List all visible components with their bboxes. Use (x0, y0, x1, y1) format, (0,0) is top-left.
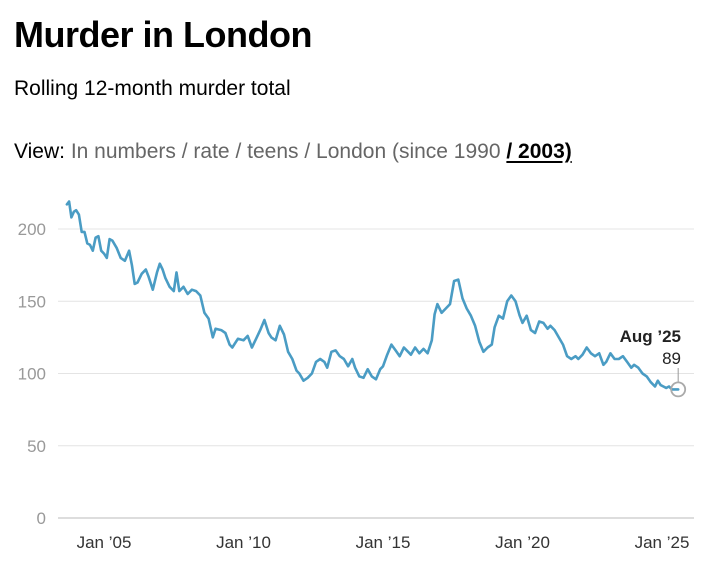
view-option-london[interactable]: London (since 1990 (316, 140, 501, 163)
view-option-rate[interactable]: rate (193, 140, 230, 163)
annotation-value-label: 89 (662, 349, 681, 368)
x-tick-label: Jan ’10 (216, 533, 271, 552)
annotation-point-marker (670, 381, 687, 398)
view-separator: / (304, 140, 311, 163)
series-layer (65, 200, 680, 391)
view-option-numbers[interactable]: In numbers (70, 140, 176, 163)
page-subtitle: Rolling 12-month murder total (14, 77, 291, 100)
view-option-2003-active[interactable]: / 2003) (506, 140, 572, 163)
y-tick-label: 200 (18, 220, 46, 239)
y-tick-label: 150 (18, 292, 46, 311)
y-tick-label: 0 (37, 509, 46, 528)
x-tick-label: Jan ’25 (635, 533, 690, 552)
annotation-date-label: Aug ’25 (620, 327, 681, 346)
view-label: View: (14, 140, 65, 163)
view-selector: View: In numbers / rate / teens / London… (14, 140, 572, 164)
page-title: Murder in London (14, 14, 312, 55)
y-tick-label: 100 (18, 365, 46, 384)
grid-lines (58, 228, 694, 519)
view-separator: / (181, 140, 188, 163)
series-line (65, 200, 680, 391)
x-tick-label: Jan ’15 (356, 533, 411, 552)
x-tick-label: Jan ’05 (77, 533, 132, 552)
x-axis-ticks: Jan ’05 Jan ’10 Jan ’15 Jan ’20 Jan ’25 (77, 533, 690, 552)
view-option-teens[interactable]: teens (247, 140, 299, 163)
y-axis-ticks: 0 50 100 150 200 (18, 220, 46, 528)
x-tick-label: Jan ’20 (495, 533, 550, 552)
view-separator: / (235, 140, 242, 163)
y-tick-label: 50 (27, 437, 46, 456)
annotation: Aug ’25 89 (620, 327, 687, 398)
